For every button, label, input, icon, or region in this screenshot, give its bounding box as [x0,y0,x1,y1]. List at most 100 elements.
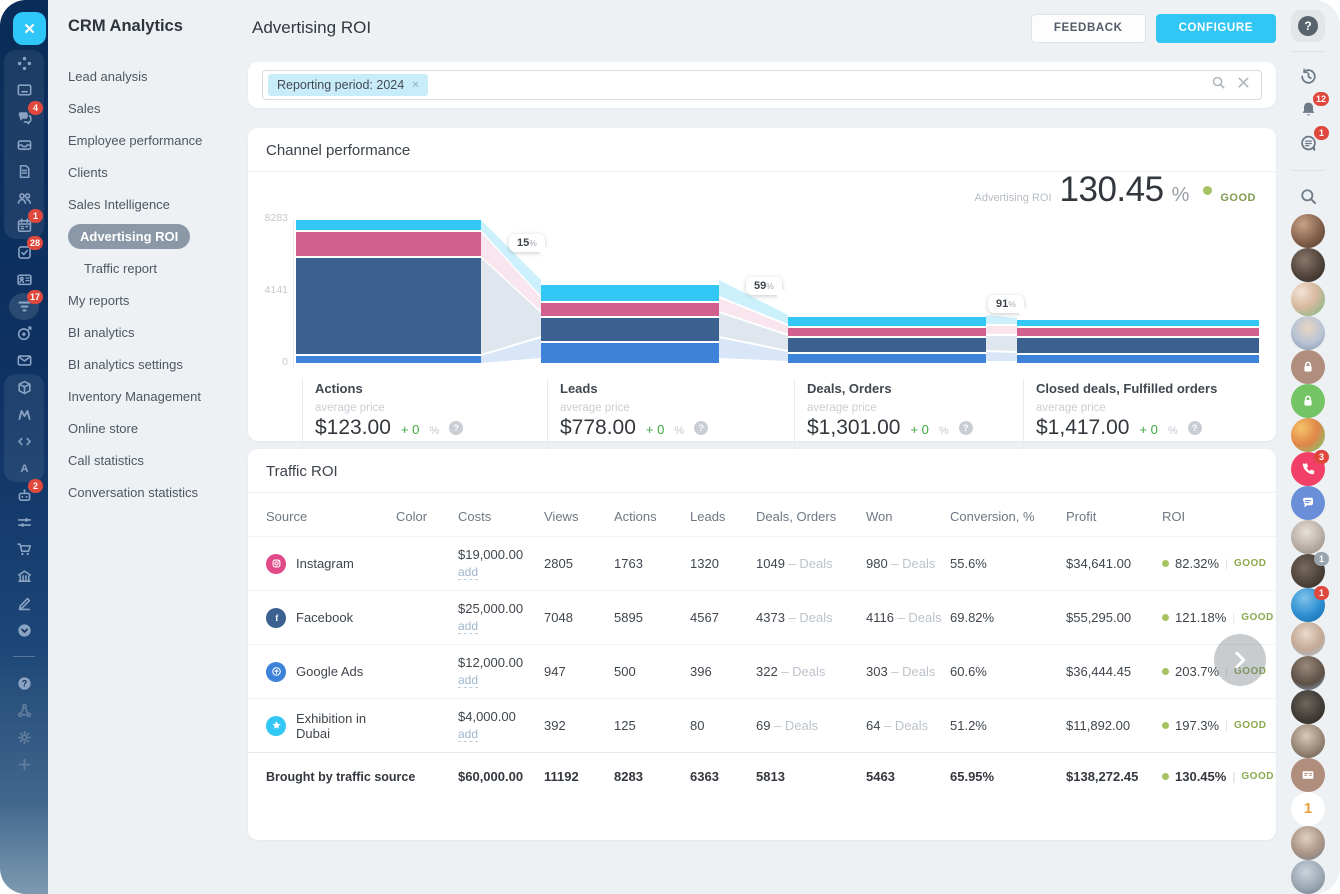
close-menu-button[interactable]: ✕ [13,12,46,45]
rail-item-chat[interactable]: 4 [4,101,44,131]
rail-item-people[interactable] [4,185,44,212]
sidebar-item-conversation-statistics[interactable]: Conversation statistics [68,484,199,500]
funnel-segment-blue[interactable] [788,354,986,363]
funnel-segment-cyan[interactable] [541,285,719,301]
column-header[interactable]: Won [866,509,893,524]
avatar[interactable] [1291,247,1325,282]
funnel-segment-cyan[interactable] [296,220,481,230]
rail-item-idcard[interactable] [4,266,44,293]
avatar[interactable] [1291,825,1325,860]
column-header[interactable]: Conversion, % [950,509,1035,524]
configure-button[interactable]: CONFIGURE [1155,13,1276,43]
avatar[interactable]: 1 [1291,551,1329,588]
rail-item-gear[interactable] [4,724,44,751]
rail-item-bank[interactable] [4,563,44,590]
rail-item-letter-a[interactable]: A [4,455,44,482]
sidebar-item-bi-analytics[interactable]: BI analytics [68,324,135,340]
sidebar-item-call-statistics[interactable]: Call statistics [68,452,144,468]
chat-people-avatar[interactable] [1291,485,1325,520]
funnel-segment-cyan[interactable] [1017,320,1259,326]
funnel-segment-navy[interactable] [788,338,986,352]
column-header[interactable]: Profit [1066,509,1097,524]
card-avatar[interactable] [1291,757,1325,792]
funnel-segment-pink[interactable] [541,303,719,316]
avatar[interactable]: 1 [1291,791,1325,826]
filter-input[interactable]: Reporting period: 2024 × [262,70,1262,100]
rail-item-share[interactable] [4,697,44,724]
rail-item-plus[interactable] [4,751,44,778]
lock-avatar[interactable] [1291,383,1325,418]
history-button[interactable] [1291,61,1325,93]
column-header[interactable]: Source [266,509,308,524]
sidebar-item-employee-performance[interactable]: Employee performance [68,132,203,148]
column-header[interactable]: ROI [1162,509,1186,524]
column-header[interactable]: Leads [690,509,726,524]
table-row[interactable]: Instagram $19,000.00 add 2805 1763 1320 1049 –… [248,536,1276,590]
funnel-segment-navy[interactable] [296,258,481,354]
funnel-segment-blue[interactable] [1017,355,1259,363]
rail-item-calendar[interactable]: 1 [4,209,44,239]
table-row[interactable]: Exhibition in Dubai $4,000.00 add 392 125 80 6… [248,698,1276,752]
avatar[interactable] [1291,859,1325,894]
rail-item-cart[interactable] [4,536,44,563]
bell-button[interactable]: 12 [1291,92,1329,126]
add-costs-link[interactable]: add [458,727,479,742]
rail-item-drawer[interactable] [4,131,44,158]
avatar[interactable] [1291,213,1325,248]
avatar[interactable] [1291,281,1325,316]
avatar[interactable] [1291,723,1325,758]
rail-item-chevron-circle[interactable] [4,617,44,644]
funnel-segment-navy[interactable] [1017,338,1259,353]
rail-item-pen[interactable] [4,590,44,617]
close-x-icon[interactable] [1236,75,1251,90]
sidebar-item-inventory-management[interactable]: Inventory Management [68,388,201,404]
funnel-segment-blue[interactable] [541,343,719,363]
rail-item-code[interactable] [4,428,44,455]
search-icon[interactable] [1211,75,1226,90]
funnel-stage-deals-orders[interactable] [788,317,986,363]
chat-lines-button[interactable]: 1 [1291,125,1329,160]
scroll-right-button[interactable] [1214,634,1266,686]
column-header[interactable]: Costs [458,509,492,524]
rail-item-tasks[interactable]: 28 [4,236,44,266]
funnel-segment-pink[interactable] [1017,328,1259,336]
search-button[interactable] [1291,180,1325,212]
rail-item-robot[interactable]: 2 [4,479,44,509]
avatar[interactable] [1291,689,1325,724]
clear-filter-icon[interactable] [1236,75,1251,95]
chip-close-icon[interactable]: × [412,79,419,91]
sidebar-item-online-store[interactable]: Online store [68,420,139,436]
help-tooltip-icon[interactable]: ? [1187,421,1202,435]
help-tooltip-icon[interactable]: ? [449,421,464,435]
column-header[interactable]: Actions [614,509,657,524]
sidebar-item-my-reports[interactable]: My reports [68,292,130,308]
sidebar-item-traffic-report[interactable]: Traffic report [84,260,157,276]
avatar[interactable] [1291,621,1325,656]
avatar[interactable] [1291,417,1325,452]
funnel-segment-blue[interactable] [296,356,481,363]
sidebar-item-lead-analysis[interactable]: Lead analysis [68,68,148,84]
help-tooltip-icon[interactable]: ? [958,421,973,435]
rail-item-mail[interactable] [4,347,44,374]
funnel-stage-actions[interactable] [296,220,481,363]
avatar[interactable] [1291,315,1325,350]
funnel-segment-pink[interactable] [296,232,481,256]
rail-item-box[interactable] [4,374,44,401]
add-costs-link[interactable]: add [458,565,479,580]
funnel-segment-pink[interactable] [788,328,986,336]
feedback-button[interactable]: FEEDBACK [1030,13,1146,43]
funnel-stage-closed-deals-fulfilled-orders[interactable] [1017,320,1259,363]
avatar[interactable] [1291,655,1325,690]
rail-item-document[interactable] [4,158,44,185]
search-icon[interactable] [1211,75,1226,95]
column-header[interactable]: Color [396,509,428,524]
table-row[interactable]: f Facebook $25,000.00 add 7048 5895 4567 4373 –… [248,590,1276,644]
funnel-segment-cyan[interactable] [788,317,986,326]
rail-item-help[interactable]: ? [4,670,44,697]
table-row[interactable]: Google Ads $12,000.00 add 947 500 396 322 – De… [248,644,1276,698]
rail-item-funnel[interactable]: 17 [4,290,44,320]
sidebar-item-advertising-roi[interactable]: Advertising ROI [68,220,228,252]
sidebar-item-clients[interactable]: Clients [68,164,108,180]
phone-avatar[interactable]: 3 [1291,449,1329,486]
help-tooltip-icon[interactable]: ? [694,421,709,435]
